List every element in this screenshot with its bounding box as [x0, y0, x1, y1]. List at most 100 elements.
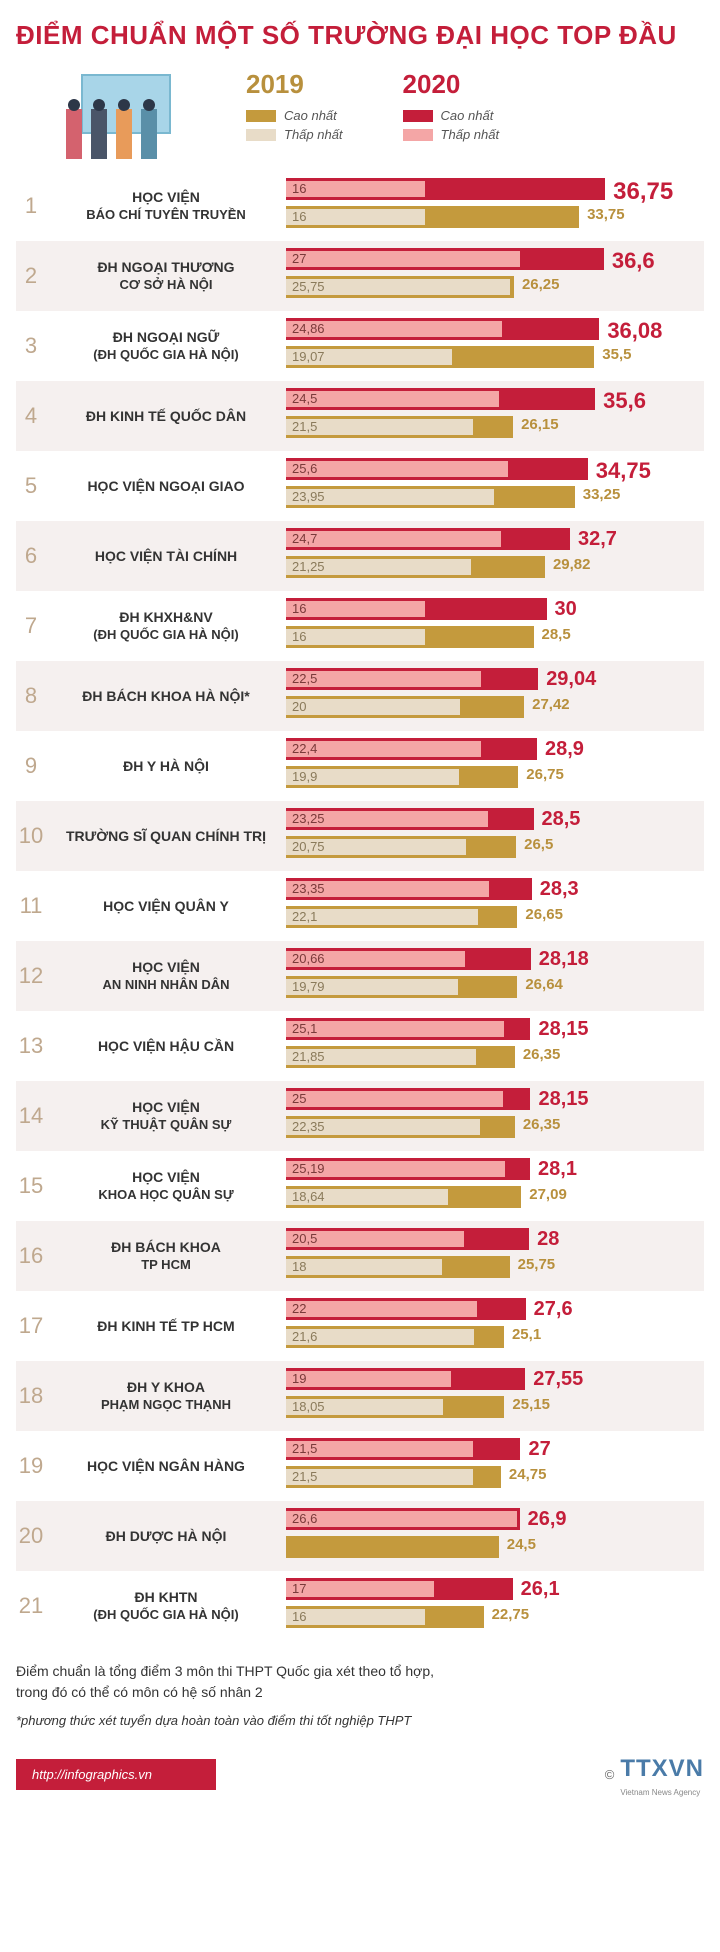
rank-number: 2	[16, 263, 46, 289]
bar-2020-low	[286, 601, 425, 617]
rank-number: 19	[16, 1453, 46, 1479]
legend-label: Thấp nhất	[284, 127, 343, 142]
data-row: 3 ĐH NGOẠI NGỮ (ĐH QUỐC GIA HÀ NỘI) 24,8…	[16, 311, 704, 381]
bar-2020: 27 36,6	[286, 248, 634, 272]
school-name: HỌC VIỆN QUÂN Y	[46, 897, 286, 915]
bar-2020: 26,6 26,9	[286, 1508, 634, 1532]
bar-2019-high-value: 26,65	[525, 906, 563, 923]
bar-2020: 21,5 27	[286, 1438, 634, 1462]
bar-2019: 22,1 26,65	[286, 906, 634, 930]
bar-2019-low-value: 18,05	[292, 1399, 325, 1414]
bar-2020-high-value: 36,6	[612, 248, 655, 274]
school-name: HỌC VIỆN NGÂN HÀNG	[46, 1457, 286, 1475]
footer-text1: Điểm chuẩn là tổng điểm 3 môn thi THPT Q…	[16, 1661, 704, 1682]
bar-2019-high-value: 26,75	[526, 766, 564, 783]
bars: 16 36,75 16 33,75	[286, 178, 704, 234]
bars: 25,1 28,15 21,85 26,35	[286, 1018, 704, 1074]
bars: 25,6 34,75 23,95 33,25	[286, 458, 704, 514]
legend-box-2020-low	[403, 129, 433, 141]
bar-2020-low-value: 21,5	[292, 1441, 317, 1456]
bar-2020-low-value: 24,5	[292, 391, 317, 406]
data-row: 21 ĐH KHTN (ĐH QUỐC GIA HÀ NỘI) 17 26,1 …	[16, 1571, 704, 1641]
rank-number: 9	[16, 753, 46, 779]
data-row: 13 HỌC VIỆN HẬU CẦN 25,1 28,15 21,85 26,…	[16, 1011, 704, 1081]
bar-2019: 18,05 25,15	[286, 1396, 634, 1420]
bar-2020-high-value: 32,7	[578, 528, 617, 551]
legend-year-2020: 2020	[403, 69, 500, 100]
bar-2020-high-value: 29,04	[546, 668, 596, 691]
bar-2019: 22,35 26,35	[286, 1116, 634, 1140]
bar-2020-low-value: 22	[292, 1301, 306, 1316]
bar-2020-low-value: 16	[292, 601, 306, 616]
logo-text: TTXVN	[620, 1751, 704, 1787]
bar-2019: 21,6 25,1	[286, 1326, 634, 1350]
legend: 2019 Cao nhất Thấp nhất 2020 Cao nhất Th…	[246, 69, 499, 142]
bars: 20,66 28,18 19,79 26,64	[286, 948, 704, 1004]
infographic-container: ĐIỂM CHUẨN MỘT SỐ TRƯỜNG ĐẠI HỌC TOP ĐẦU…	[0, 0, 720, 1819]
rank-number: 1	[16, 193, 46, 219]
bar-2019: 21,25 29,82	[286, 556, 634, 580]
school-name: ĐH Y HÀ NỘI	[46, 757, 286, 775]
school-name: ĐH KHTN (ĐH QUỐC GIA HÀ NỘI)	[46, 1588, 286, 1623]
bar-2019: 20 27,42	[286, 696, 634, 720]
bar-2019-high-value: 24,5	[507, 1536, 536, 1553]
bars: 24,86 36,08 19,07 35,5	[286, 318, 704, 374]
school-name: ĐH KINH TẾ QUỐC DÂN	[46, 407, 286, 425]
bars: 23,35 28,3 22,1 26,65	[286, 878, 704, 934]
bar-2020: 24,86 36,08	[286, 318, 634, 342]
bar-2019-low	[286, 699, 460, 715]
logo-subtitle: Vietnam News Agency	[620, 1787, 704, 1799]
legend-label: Cao nhất	[284, 108, 337, 123]
bar-2020-low	[286, 1301, 477, 1317]
bar-2019: 16 28,5	[286, 626, 634, 650]
header-row: 2019 Cao nhất Thấp nhất 2020 Cao nhất Th…	[16, 69, 704, 159]
bars: 19 27,55 18,05 25,15	[286, 1368, 704, 1424]
bars: 24,5 35,6 21,5 26,15	[286, 388, 704, 444]
rank-number: 12	[16, 963, 46, 989]
rank-number: 6	[16, 543, 46, 569]
bar-2019-low-value: 19,79	[292, 979, 325, 994]
rank-number: 14	[16, 1103, 46, 1129]
bars: 16 30 16 28,5	[286, 598, 704, 654]
rank-number: 17	[16, 1313, 46, 1339]
bar-2020: 24,5 35,6	[286, 388, 634, 412]
rank-number: 11	[16, 893, 46, 919]
bar-2020-low-value: 24,86	[292, 321, 325, 336]
bar-2020-high-value: 28,3	[540, 878, 579, 901]
bar-2019-low-value: 21,25	[292, 559, 325, 574]
bar-2020-low	[286, 251, 520, 267]
bar-2019-high-value: 26,35	[523, 1046, 561, 1063]
bar-2019-low-value: 25,75	[292, 279, 325, 294]
bar-2020-low	[286, 461, 508, 477]
bar-2019-low-value: 20,75	[292, 839, 325, 854]
school-name: HỌC VIỆN NGOẠI GIAO	[46, 477, 286, 495]
bar-2020-low	[286, 531, 501, 547]
bar-2020: 16 36,75	[286, 178, 634, 202]
rank-number: 20	[16, 1523, 46, 1549]
bar-2019-high-value: 26,35	[523, 1116, 561, 1133]
bar-2020: 25,6 34,75	[286, 458, 634, 482]
bar-2019: 24,5	[286, 1536, 634, 1560]
data-row: 12 HỌC VIỆN AN NINH NHÂN DÂN 20,66 28,18…	[16, 941, 704, 1011]
copyright-icon: ©	[605, 1765, 615, 1785]
bar-2020-low-value: 22,5	[292, 671, 317, 686]
bar-2019: 16 33,75	[286, 206, 634, 230]
bar-2019: 16 22,75	[286, 1606, 634, 1630]
legend-box-2019-low	[246, 129, 276, 141]
bar-2020: 22 27,6	[286, 1298, 634, 1322]
school-name: HỌC VIỆN KHOA HỌC QUÂN SỰ	[46, 1168, 286, 1203]
school-name: ĐH Y KHOA PHẠM NGỌC THẠNH	[46, 1378, 286, 1413]
bar-2019-low-value: 16	[292, 629, 306, 644]
bar-2019-low-value: 22,1	[292, 909, 317, 924]
bar-2019: 21,5 24,75	[286, 1466, 634, 1490]
bar-2020-low-value: 25,1	[292, 1021, 317, 1036]
bar-2019-low	[286, 1259, 442, 1275]
bar-2020-low-value: 24,7	[292, 531, 317, 546]
bar-2019-high-value: 26,5	[524, 836, 553, 853]
bar-2019: 19,79 26,64	[286, 976, 634, 1000]
bars: 21,5 27 21,5 24,75	[286, 1438, 704, 1494]
bar-2019-low-value: 20	[292, 699, 306, 714]
footer-url: http://infographics.vn	[16, 1759, 216, 1791]
bar-2019-low-value: 21,85	[292, 1049, 325, 1064]
data-rows: 1 HỌC VIỆN BÁO CHÍ TUYÊN TRUYỀN 16 36,75…	[16, 171, 704, 1641]
